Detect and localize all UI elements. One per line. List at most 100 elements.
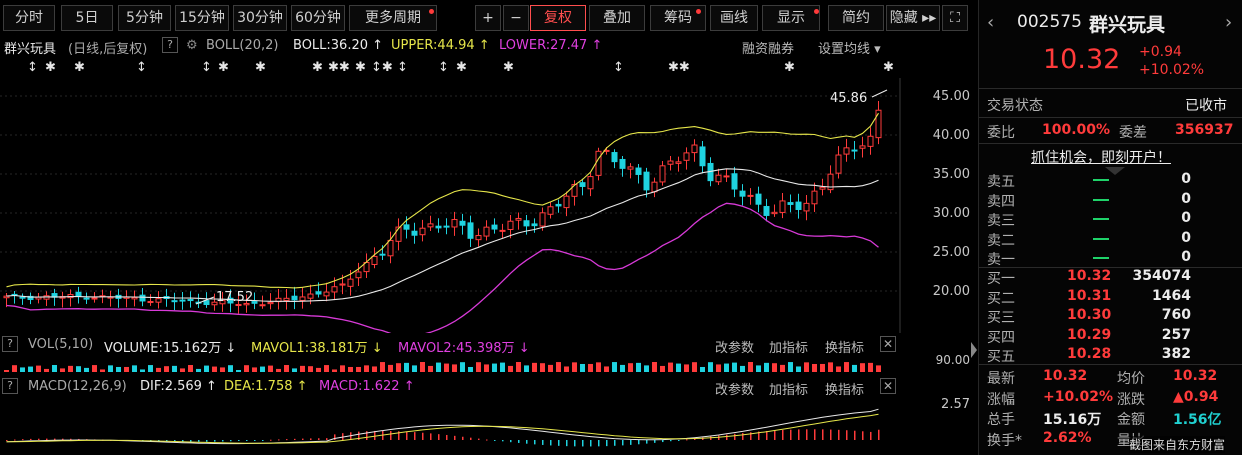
buy-level-4[interactable]: 买四 10.29 257 — [979, 326, 1242, 346]
candle-body — [643, 171, 650, 191]
buy-level-3[interactable]: 买三 10.30 760 — [979, 306, 1242, 326]
event-marker[interactable]: ✱✱ — [328, 60, 350, 75]
candle-body — [859, 145, 866, 149]
event-marker[interactable]: ✱ — [503, 60, 514, 75]
event-marker[interactable]: ✱ — [255, 60, 266, 75]
collapse-panel-handle[interactable] — [970, 330, 978, 370]
macd-bar — [822, 429, 824, 440]
quote-panel: ‹ 002575 群兴玩具 › 10.32 +0.94 +10.02% 交易状态… — [978, 0, 1242, 455]
vol-switch-indicator-button[interactable]: 换指标 — [825, 341, 865, 356]
period-60min-button[interactable]: 60分钟 — [291, 5, 345, 31]
vol-close-icon[interactable]: ✕ — [880, 336, 896, 352]
hide-button[interactable]: 隐藏 ▸▸ — [886, 5, 940, 31]
event-marker[interactable]: ↕✱ — [371, 60, 393, 75]
lower-value: LOWER:27.47 ↑ — [499, 38, 603, 53]
period-15min-button[interactable]: 15分钟 — [175, 5, 229, 31]
macd-bar — [870, 431, 872, 440]
sell-level-1[interactable]: 卖一 0 — [979, 248, 1242, 268]
overlay-button[interactable]: 叠加 — [589, 5, 645, 31]
kline-chart[interactable]: 45.86 17.52 — [0, 78, 970, 333]
vol-add-indicator-button[interactable]: 加指标 — [769, 341, 809, 356]
volume-bar — [532, 362, 537, 372]
macd-help-icon[interactable]: ? — [2, 378, 18, 394]
candle-body — [395, 226, 402, 242]
volume-bar — [668, 362, 673, 372]
event-marker[interactable]: ↕ — [136, 60, 147, 75]
macd-params-button[interactable]: 改参数 — [715, 383, 755, 398]
open-account-link[interactable]: 抓住机会，即刻开户！ — [1031, 150, 1171, 166]
volume-bar — [564, 366, 569, 372]
sell-level-5[interactable]: 卖五 0 — [979, 170, 1242, 190]
candle-body — [675, 161, 682, 164]
candle-body — [779, 200, 786, 213]
candle-body — [747, 194, 754, 197]
more-periods-button[interactable]: 更多周期 — [349, 5, 437, 31]
macd-bar — [606, 440, 608, 447]
period-5min-button[interactable]: 5分钟 — [118, 5, 171, 31]
event-marker[interactable]: ✱ — [218, 60, 229, 75]
vol-params-button[interactable]: 改参数 — [715, 341, 755, 356]
stat-value: ▲0.94 — [1173, 388, 1219, 405]
buy-level-1[interactable]: 买一 10.32 354074 — [979, 267, 1242, 287]
macd-bar — [854, 430, 856, 440]
macd-indicator-name[interactable]: MACD(12,26,9) — [28, 379, 127, 394]
prev-stock-icon[interactable]: ‹ — [987, 12, 995, 33]
macd-bar — [846, 430, 848, 440]
stats-row: 最新 10.32 均价 10.32 — [979, 367, 1242, 387]
event-marker[interactable]: ✱ — [312, 60, 323, 75]
macd-chart[interactable] — [0, 398, 900, 455]
candlesticks — [3, 100, 882, 314]
candle-body — [843, 147, 850, 155]
event-marker[interactable]: ✱ — [45, 60, 56, 75]
macd-bar — [654, 440, 656, 443]
macd-switch-indicator-button[interactable]: 换指标 — [825, 383, 865, 398]
help-icon[interactable]: ? — [162, 37, 178, 53]
zoom-in-button[interactable]: + — [475, 5, 501, 31]
event-marker[interactable]: ↕ — [438, 60, 449, 75]
buy-level-5-price: 10.28 — [1067, 346, 1112, 362]
volume-chart[interactable] — [0, 356, 900, 372]
event-marker[interactable]: ↕ — [201, 60, 212, 75]
macd-add-indicator-button[interactable]: 加指标 — [769, 383, 809, 398]
sell-level-2-label: 卖二 — [987, 232, 1015, 249]
buy-level-5[interactable]: 买五 10.28 382 — [979, 345, 1242, 365]
event-marker[interactable]: ✱ — [784, 60, 795, 75]
candle-body — [75, 291, 82, 297]
vol-indicator-name[interactable]: VOL(5,10) — [28, 337, 94, 352]
ma-setting-dropdown[interactable]: 设置均线 ▾ — [818, 42, 881, 57]
buy-level-2[interactable]: 买二 10.31 1464 — [979, 287, 1242, 307]
promo-dropdown-icon[interactable] — [1105, 167, 1125, 175]
event-marker[interactable]: ✱✱ — [668, 60, 690, 75]
event-marker[interactable]: ↕ — [27, 60, 38, 75]
candle-body — [827, 173, 834, 191]
period-5day-button[interactable]: 5日 — [61, 5, 113, 31]
fuquan-button[interactable]: 复权 — [530, 5, 586, 31]
event-marker[interactable]: ✱ — [883, 60, 894, 75]
candle-body — [203, 300, 210, 306]
period-fenshi-button[interactable]: 分时 — [3, 5, 55, 31]
draw-line-button[interactable]: 画线 — [710, 5, 758, 31]
sell-level-3[interactable]: 卖三 0 — [979, 209, 1242, 229]
simple-mode-button[interactable]: 简约 — [828, 5, 884, 31]
sell-level-2[interactable]: 卖二 0 — [979, 229, 1242, 249]
display-button[interactable]: 显示 — [762, 5, 820, 31]
next-stock-icon[interactable]: › — [1225, 12, 1233, 33]
event-marker[interactable]: ✱ — [355, 60, 366, 75]
margin-trading-link[interactable]: 融资融券 — [742, 42, 795, 57]
chart-area[interactable]: 分时 5日 5分钟 15分钟 30分钟 60分钟 更多周期 + − 复权 叠加 … — [0, 0, 970, 455]
event-marker[interactable]: ↕ — [397, 60, 408, 75]
macd-close-icon[interactable]: ✕ — [880, 378, 896, 394]
period-30min-button[interactable]: 30分钟 — [233, 5, 287, 31]
fullscreen-icon[interactable]: ⛶ — [942, 5, 968, 31]
zoom-out-button[interactable]: − — [503, 5, 529, 31]
sell-level-4[interactable]: 卖四 0 — [979, 190, 1242, 210]
buy-level-4-volume: 257 — [1161, 326, 1191, 343]
event-marker[interactable]: ✱ — [74, 60, 85, 75]
volume-bar — [108, 365, 113, 372]
boll-indicator-name[interactable]: BOLL(20,2) — [206, 38, 279, 53]
vol-help-icon[interactable]: ? — [2, 336, 18, 352]
gear-icon[interactable]: ⚙ — [186, 38, 198, 53]
event-marker[interactable]: ↕ — [613, 60, 624, 75]
candle-body — [347, 278, 354, 287]
event-marker[interactable]: ✱ — [456, 60, 467, 75]
